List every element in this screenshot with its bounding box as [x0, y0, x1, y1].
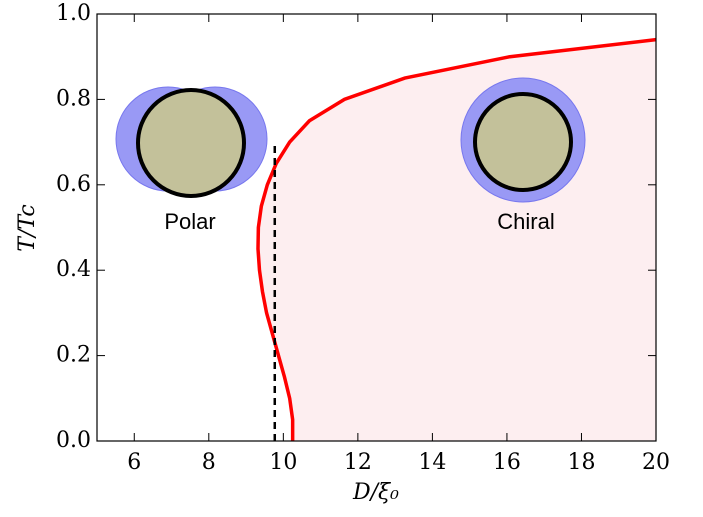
chiral-icon — [460, 77, 586, 203]
y-axis-label: T/Tc — [15, 204, 40, 251]
annotation: Chiral — [497, 209, 554, 234]
polar-icon — [115, 86, 268, 198]
y-tick-label: 0.2 — [56, 343, 91, 368]
x-tick-label: 8 — [202, 450, 216, 475]
y-tick-label: 0.4 — [56, 257, 91, 282]
y-tick-label: 1.0 — [56, 1, 91, 26]
x-tick-label: 14 — [418, 450, 446, 475]
annotation: Polar — [164, 209, 215, 234]
x-tick-label: 6 — [127, 450, 141, 475]
y-tick-label: 0.0 — [56, 428, 91, 453]
line — [256, 37, 657, 441]
plot-frame — [96, 13, 657, 442]
x-tick-label: 20 — [642, 450, 670, 475]
x-tick-label: 18 — [567, 450, 595, 475]
x-tick-label: 16 — [493, 450, 521, 475]
x-tick-label: 12 — [344, 450, 372, 475]
y-tick-label: 0.8 — [56, 86, 91, 111]
y-tick-label: 0.6 — [56, 172, 91, 197]
x-tick-label: 10 — [269, 450, 297, 475]
area-fill — [257, 39, 656, 442]
x-axis-label: D/ξ₀ — [352, 480, 399, 505]
